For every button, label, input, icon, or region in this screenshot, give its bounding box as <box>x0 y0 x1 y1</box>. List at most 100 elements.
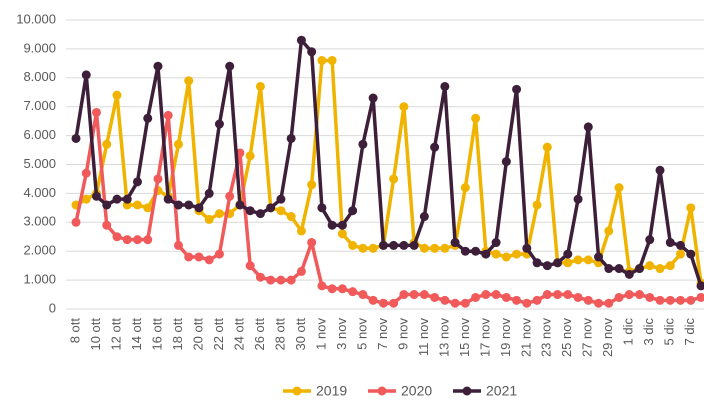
data-point <box>194 203 204 213</box>
data-point <box>368 243 378 253</box>
data-point <box>665 238 675 248</box>
data-point <box>594 298 604 308</box>
data-point <box>235 200 245 210</box>
data-point <box>286 275 296 285</box>
legend-item: 2021 <box>453 383 517 399</box>
data-point <box>635 290 645 300</box>
data-point <box>553 258 563 268</box>
data-point <box>583 295 593 305</box>
x-tick-label: 13 nov <box>436 318 451 358</box>
data-point <box>163 110 173 120</box>
x-tick-label: 25 nov <box>559 318 574 358</box>
data-point <box>512 249 522 259</box>
data-point <box>419 212 429 222</box>
x-tick-label: 21 nov <box>518 318 533 358</box>
data-point <box>481 249 491 259</box>
data-point <box>460 298 470 308</box>
data-point <box>614 292 624 302</box>
data-point <box>276 206 286 216</box>
data-point <box>143 113 153 123</box>
y-tick-label: 7.000 <box>23 98 56 113</box>
legend-marker <box>462 386 472 396</box>
series-line <box>75 58 703 284</box>
data-point <box>143 235 153 245</box>
data-point <box>337 284 347 294</box>
y-tick-label: 0 <box>49 300 56 315</box>
data-point <box>378 298 388 308</box>
data-point <box>399 290 409 300</box>
x-tick-label: 18 ott <box>170 318 185 351</box>
data-point <box>296 226 306 236</box>
data-point <box>665 261 675 271</box>
data-point <box>389 174 399 184</box>
data-point <box>676 240 686 250</box>
data-point <box>399 102 409 112</box>
data-point <box>163 194 173 204</box>
data-point <box>348 206 358 216</box>
data-point <box>583 122 593 132</box>
data-point <box>583 255 593 265</box>
data-point <box>645 235 655 245</box>
y-tick-label: 1.000 <box>23 272 56 287</box>
data-point <box>255 272 265 282</box>
x-tick-label: 5 nov <box>354 318 369 350</box>
data-point <box>122 235 132 245</box>
data-point <box>645 261 655 271</box>
x-tick-label: 1 nov <box>313 318 328 350</box>
x-tick-label: 5 dic <box>662 318 677 346</box>
data-point <box>389 298 399 308</box>
x-tick-label: 11 nov <box>416 318 431 357</box>
data-point <box>419 243 429 253</box>
data-point <box>614 264 624 274</box>
data-point <box>327 284 337 294</box>
data-point <box>378 240 388 250</box>
data-point <box>430 292 440 302</box>
data-point <box>450 238 460 248</box>
legend-item: 2019 <box>283 383 347 399</box>
data-point <box>153 61 163 71</box>
data-point <box>214 119 224 129</box>
data-point <box>440 81 450 91</box>
legend-marker <box>377 386 387 396</box>
data-point <box>358 243 368 253</box>
data-point <box>563 249 573 259</box>
x-tick-label: 20 ott <box>190 318 205 351</box>
data-point <box>553 290 563 300</box>
data-point <box>266 203 276 213</box>
data-point <box>563 290 573 300</box>
data-point <box>624 269 634 279</box>
x-tick-label: 30 ott <box>293 318 308 351</box>
data-point <box>604 264 614 274</box>
data-point <box>481 290 491 300</box>
data-point <box>184 76 194 86</box>
data-point <box>184 252 194 262</box>
x-tick-label: 7 dic <box>682 318 697 346</box>
data-point <box>542 290 552 300</box>
data-point <box>194 252 204 262</box>
data-point <box>491 238 501 248</box>
data-point <box>307 180 317 190</box>
data-point <box>440 243 450 253</box>
data-point <box>696 281 704 291</box>
data-point <box>71 133 81 143</box>
y-tick-label: 10.000 <box>16 11 56 26</box>
data-point <box>286 133 296 143</box>
legend-label: 2019 <box>316 383 347 399</box>
data-point <box>460 246 470 256</box>
data-point <box>614 183 624 193</box>
data-point <box>91 191 101 201</box>
data-point <box>327 220 337 230</box>
data-point <box>255 81 265 91</box>
data-point <box>501 157 511 167</box>
data-point <box>399 240 409 250</box>
data-point <box>419 290 429 300</box>
data-point <box>184 200 194 210</box>
data-point <box>204 255 214 265</box>
x-tick-label: 1 dic <box>621 318 636 346</box>
data-point <box>573 194 583 204</box>
data-point <box>173 139 183 149</box>
data-point <box>132 200 142 210</box>
data-point <box>676 249 686 259</box>
data-point <box>276 275 286 285</box>
